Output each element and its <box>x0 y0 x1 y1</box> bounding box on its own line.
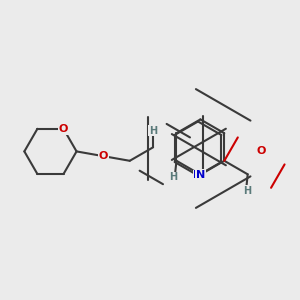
Text: N: N <box>196 169 205 180</box>
Text: O: O <box>256 146 266 156</box>
Text: O: O <box>59 124 68 134</box>
Text: N: N <box>194 170 202 181</box>
Text: H: H <box>244 186 252 196</box>
Text: H: H <box>169 172 178 182</box>
Text: H: H <box>149 126 157 136</box>
Text: O: O <box>98 151 108 161</box>
